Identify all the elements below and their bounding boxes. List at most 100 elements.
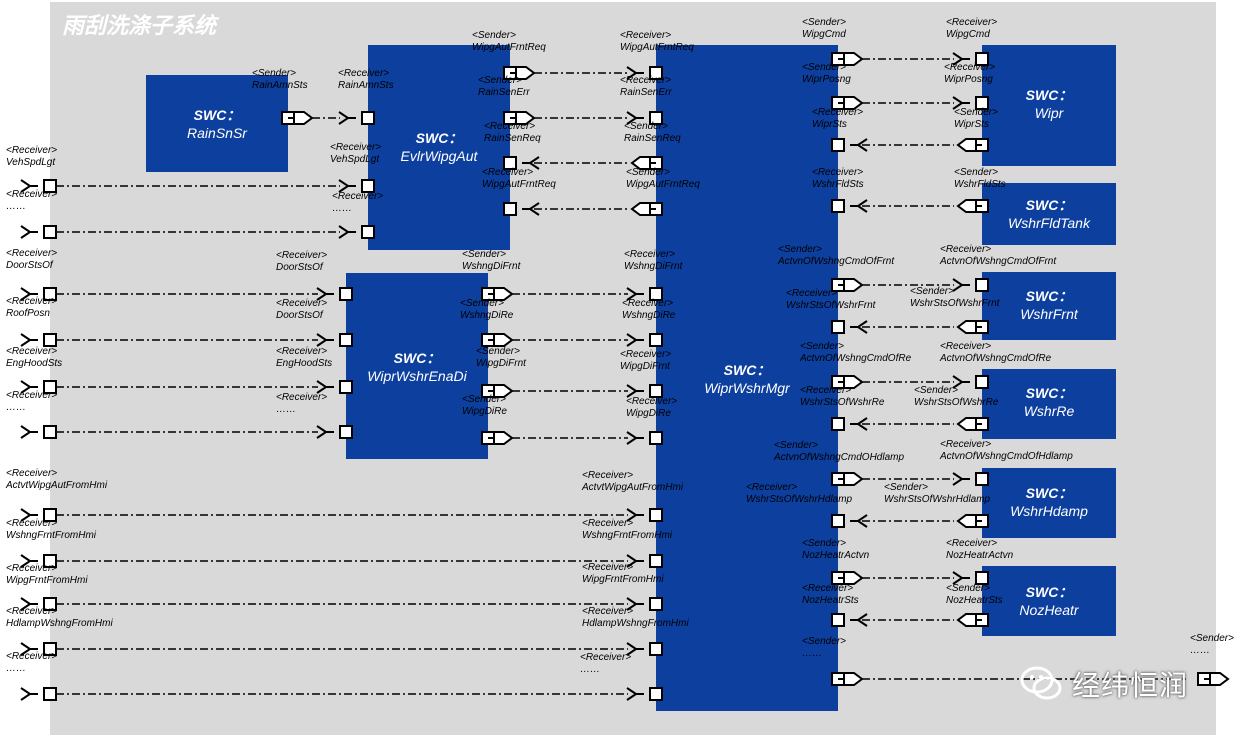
- port-name: ……: [6, 201, 26, 212]
- port-role: <Receiver>: [332, 191, 383, 202]
- swc-box: [346, 273, 488, 459]
- swc-name: WshrFldTank: [1008, 215, 1091, 231]
- port-role: <Receiver>: [582, 470, 633, 481]
- port-name: EngHoodSts: [276, 358, 332, 369]
- sender-arrow: [956, 613, 977, 627]
- port-role: <Receiver>: [580, 652, 631, 663]
- port-square: [43, 179, 57, 193]
- port-role: <Sender>: [624, 121, 668, 132]
- port-name: DoorStsOf: [6, 260, 54, 271]
- port-square: [649, 687, 663, 701]
- swc-box: [982, 468, 1116, 538]
- sender-arrow: [843, 672, 864, 686]
- swc-wshrfldtank: SWC： WshrFldTank: [982, 183, 1116, 245]
- port-name: WipgCmd: [946, 29, 990, 40]
- port-name: EngHoodSts: [6, 358, 62, 369]
- swc-wshrfrnt: SWC： WshrFrnt: [982, 272, 1116, 340]
- receiver-chevron: [20, 425, 32, 439]
- port-role: <Receiver>: [802, 583, 853, 594]
- swc-stereotype: SWC：: [1026, 288, 1073, 304]
- port-name: ……: [276, 404, 296, 415]
- port-square: [43, 225, 57, 239]
- port-label: <Receiver>……: [6, 390, 57, 413]
- port-role: <Receiver>: [620, 75, 671, 86]
- port-label: <Receiver>……: [276, 392, 327, 415]
- port-square: [339, 333, 353, 347]
- port-square: [339, 425, 353, 439]
- port-role: <Receiver>: [582, 562, 633, 573]
- port-square: [831, 514, 845, 528]
- port-name: WiprSts: [812, 119, 847, 130]
- port-role: <Receiver>: [6, 248, 57, 259]
- port-square: [503, 156, 517, 170]
- port-name: WshngDiFrnt: [624, 261, 684, 272]
- port-square: [43, 380, 57, 394]
- port-name: RainSenReq: [624, 133, 681, 144]
- port-label: <Receiver>……: [6, 651, 57, 674]
- port-label: <Sender>ActvnOfWshngCmdOfFrnt: [777, 244, 895, 267]
- port-role: <Sender>: [910, 286, 954, 297]
- port-name: WshrStsOfWshrRe: [914, 397, 999, 408]
- port-label: <Receiver>WiprSts: [812, 107, 863, 130]
- port-role: <Receiver>: [582, 518, 633, 529]
- port-label: <Receiver>……: [580, 652, 631, 675]
- port-role: <Receiver>: [6, 563, 57, 574]
- swc-stereotype: SWC：: [1026, 584, 1073, 600]
- port-name: WshngDiRe: [460, 310, 514, 321]
- port-label: <Receiver>VehSpdLgt: [330, 142, 381, 165]
- port-role: <Receiver>: [620, 349, 671, 360]
- port-square: [361, 111, 375, 125]
- swc-name: RainSnSr: [187, 125, 248, 141]
- port-role: <Sender>: [914, 385, 958, 396]
- swc-nozheatr: SWC： NozHeatr: [982, 566, 1116, 636]
- port-role: <Sender>: [778, 244, 822, 255]
- swc-box: [982, 45, 1116, 166]
- port-name: WipgAutFrntReq: [620, 42, 694, 53]
- port-label: <Receiver>EngHoodSts: [6, 346, 62, 369]
- swc-box: [982, 272, 1116, 340]
- port-role: <Receiver>: [626, 396, 677, 407]
- port-label: <Receiver>EngHoodSts: [276, 346, 332, 369]
- port-role: <Sender>: [884, 482, 928, 493]
- swc-stereotype: SWC：: [394, 350, 441, 366]
- port-label: <Receiver>WshngFrntFromHmi: [6, 518, 97, 541]
- port-name: RainSenErr: [478, 87, 530, 98]
- port-square: [649, 384, 663, 398]
- port-label: <Sender>……: [1190, 633, 1234, 656]
- sender-arrow: [956, 320, 977, 334]
- port-label: <Sender>WipgDiFrnt: [476, 346, 527, 369]
- port-name: WshngDiFrnt: [462, 261, 522, 272]
- port-label: <Sender>WipgAutFrntReq: [472, 30, 546, 53]
- sender-arrow: [843, 472, 864, 486]
- swc-name: WshrRe: [1024, 403, 1075, 419]
- port-name: RoofPosn: [6, 308, 50, 319]
- port-role: <Receiver>: [746, 482, 797, 493]
- port-name: DoorStsOf: [276, 262, 324, 273]
- port-role: <Receiver>: [276, 298, 327, 309]
- sender-arrow: [493, 333, 514, 347]
- swc-evlrwipgaut: SWC： EvlrWipgAut: [368, 45, 510, 250]
- port-square: [339, 287, 353, 301]
- port-name: ActvnOfWshngCmdOfRe: [939, 353, 1052, 364]
- port-name: RainAmnSts: [252, 80, 308, 91]
- swc-stereotype: SWC：: [194, 107, 241, 123]
- swc-stereotype: SWC：: [1026, 197, 1073, 213]
- swc-name: EvlrWipgAut: [401, 148, 479, 164]
- port-role: <Sender>: [478, 75, 522, 86]
- sender-arrow: [843, 375, 864, 389]
- port-label: <Receiver>WipgAutFrntReq: [620, 30, 694, 53]
- swc-name: Wipr: [1035, 105, 1065, 121]
- port-name: WipgDiFrnt: [620, 361, 671, 372]
- port-name: ……: [6, 402, 26, 413]
- port-square: [831, 199, 845, 213]
- port-role: <Receiver>: [6, 296, 57, 307]
- port-square: [649, 508, 663, 522]
- port-square: [43, 333, 57, 347]
- port-label: <Receiver>VehSpdLgt: [6, 145, 57, 168]
- port-label: <Receiver>ActvnOfWshngCmdOfHdlamp: [939, 439, 1073, 462]
- port-label: <Receiver>WipgAutFrntReq: [482, 167, 556, 190]
- port-label: <Receiver>ActvnOfWshngCmdOfFrnt: [939, 244, 1057, 267]
- port-label: <Receiver>WipgFrntFromHmi: [582, 562, 664, 585]
- port-square: [649, 431, 663, 445]
